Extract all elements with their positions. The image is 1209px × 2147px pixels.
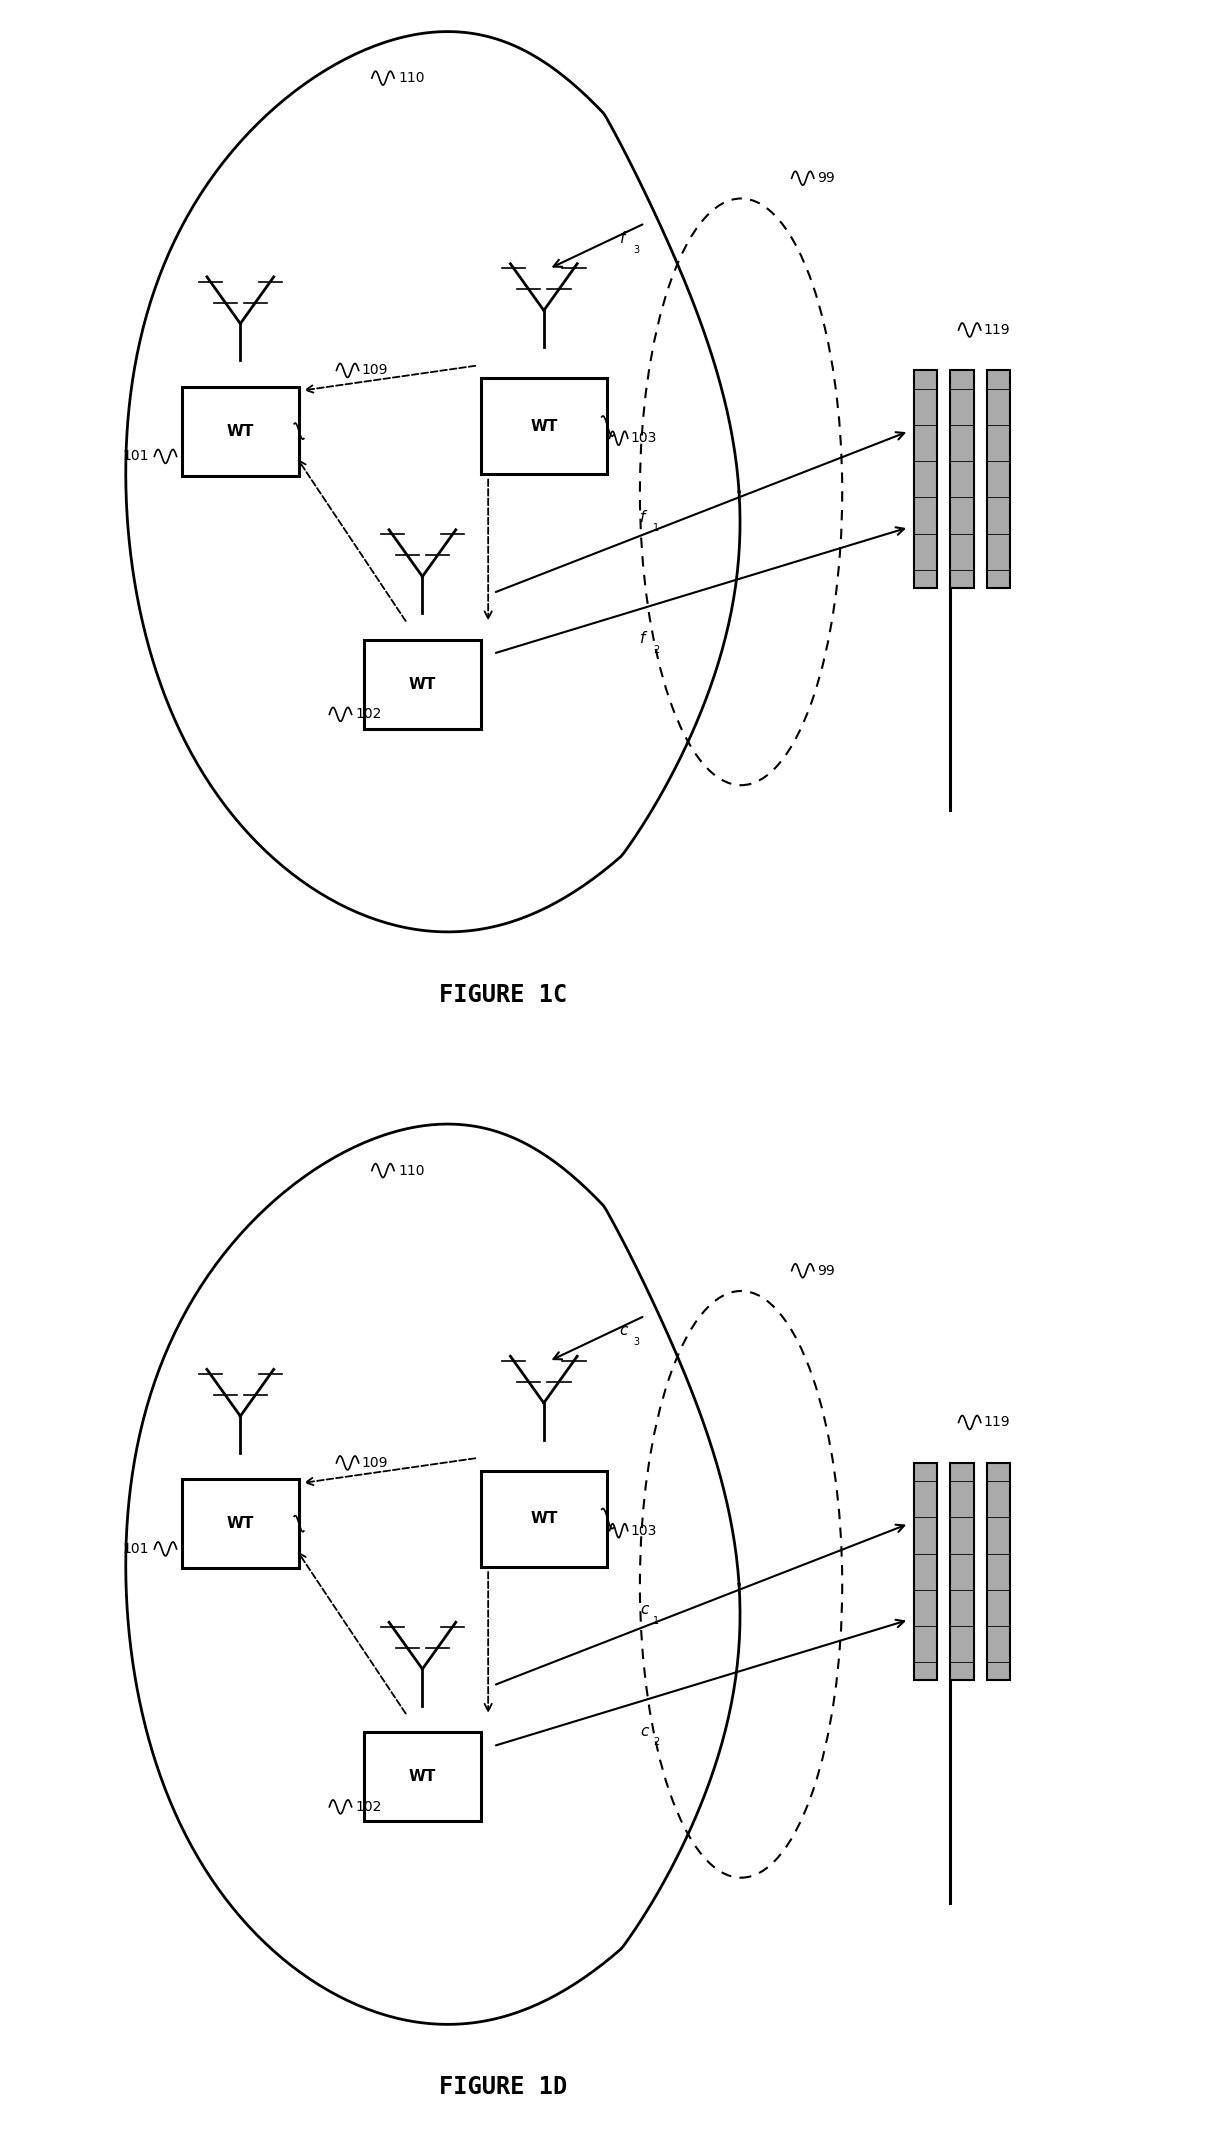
Text: FIGURE 1D: FIGURE 1D (439, 2076, 567, 2100)
Text: 1: 1 (653, 524, 659, 532)
Text: 102: 102 (355, 1799, 382, 1814)
Text: 102: 102 (355, 706, 382, 721)
Bar (914, 1462, 937, 1681)
Text: 2: 2 (653, 1737, 659, 1748)
Text: FIGURE 1C: FIGURE 1C (439, 983, 567, 1007)
Bar (364, 1733, 481, 1821)
Text: c: c (620, 1323, 627, 1338)
Bar (950, 1462, 973, 1681)
Text: 110: 110 (398, 71, 424, 86)
Text: 110: 110 (398, 1164, 424, 1177)
Bar (987, 371, 1011, 588)
Text: 109: 109 (361, 1456, 388, 1471)
Text: f: f (620, 232, 625, 247)
Text: 101: 101 (123, 449, 149, 464)
Bar (914, 371, 937, 588)
Text: 3: 3 (632, 245, 638, 255)
Bar (364, 640, 481, 728)
Text: 3: 3 (632, 1338, 638, 1346)
Text: WT: WT (530, 419, 557, 434)
Text: 2: 2 (653, 644, 659, 655)
Text: c: c (640, 1724, 648, 1739)
Bar (950, 371, 973, 588)
Text: 119: 119 (984, 1415, 1011, 1430)
Text: f: f (640, 631, 646, 646)
Text: WT: WT (226, 1516, 254, 1531)
Bar (183, 386, 299, 477)
Text: WT: WT (226, 423, 254, 438)
Text: f: f (640, 509, 646, 524)
Bar (481, 1471, 607, 1567)
Bar (987, 1462, 1011, 1681)
Text: WT: WT (409, 676, 436, 691)
Text: c: c (640, 1602, 648, 1617)
Text: 101: 101 (123, 1542, 149, 1557)
Text: WT: WT (409, 1769, 436, 1784)
Text: 119: 119 (984, 322, 1011, 337)
Text: 103: 103 (631, 1524, 658, 1537)
Text: 109: 109 (361, 363, 388, 378)
Text: 1: 1 (653, 1617, 659, 1625)
Text: 103: 103 (631, 432, 658, 444)
Bar (481, 378, 607, 474)
Text: 99: 99 (817, 172, 834, 185)
Text: 99: 99 (817, 1265, 834, 1277)
Bar (183, 1479, 299, 1567)
Text: WT: WT (530, 1511, 557, 1527)
